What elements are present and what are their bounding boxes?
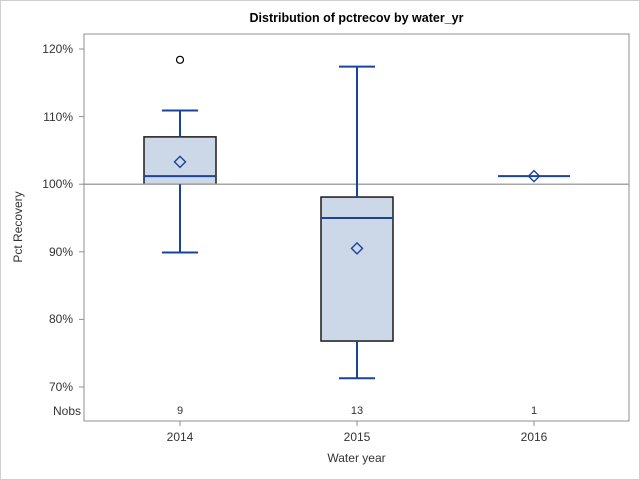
- box-2014: [143, 136, 217, 185]
- nobs-value: 1: [530, 405, 538, 417]
- nobs-value: 9: [176, 405, 184, 417]
- mean-diamond-2015: [350, 241, 364, 255]
- mean-diamond-2014: [173, 155, 187, 169]
- y-tick-label: 110%: [43, 109, 73, 124]
- y-tick-label: 70%: [48, 380, 73, 394]
- y-tick-label: 80%: [48, 312, 73, 327]
- y-tick-label: 120%: [42, 42, 73, 56]
- x-tick-label: 2014: [166, 430, 194, 444]
- x-tick-label: 2015: [343, 430, 371, 444]
- x-tick-label: 2016: [520, 430, 548, 444]
- nobs-row-label: Nobs: [52, 404, 81, 418]
- x-axis-label: Water year: [327, 451, 386, 465]
- mean-diamond-2016: [527, 169, 541, 183]
- outlier-marker-2014: [175, 55, 185, 64]
- box-2015: [320, 196, 394, 342]
- y-axis-label: Pct Recovery: [11, 191, 25, 263]
- nobs-value: 13: [350, 405, 364, 417]
- y-tick-label: 90%: [48, 244, 73, 259]
- chart-title: Distribution of pctrecov by water_yr: [249, 11, 464, 25]
- y-tick-label: 100%: [42, 177, 73, 192]
